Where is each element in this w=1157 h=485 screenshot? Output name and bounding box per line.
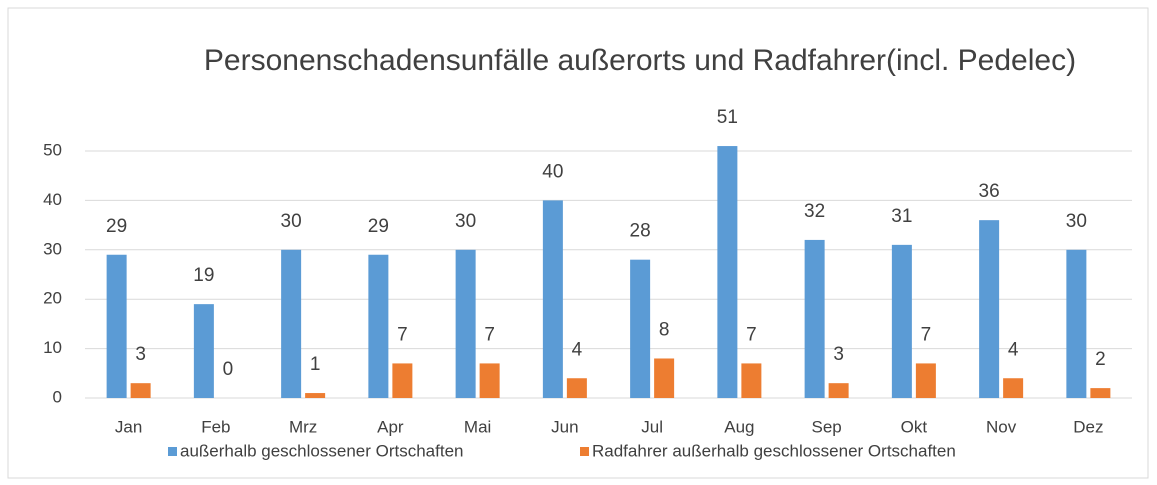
bar [1066,249,1087,398]
data-label: 4 [1008,339,1019,360]
bar [1003,378,1024,398]
data-label: 0 [223,359,234,380]
data-label: 3 [135,344,146,365]
x-tick-label: Okt [901,417,928,436]
bar [542,200,563,398]
bar [979,220,1000,398]
bar [891,244,912,398]
data-label: 40 [542,161,563,182]
x-tick-label: Apr [377,417,404,436]
x-tick-label: Jan [115,417,142,436]
data-label: 1 [310,354,321,375]
bar [717,146,738,398]
data-label: 7 [397,324,408,345]
bar [630,259,651,398]
y-tick-label: 30 [43,239,62,258]
data-label: 36 [979,181,1000,202]
data-label: 28 [630,221,651,242]
legend-swatch [168,447,177,456]
y-tick-label: 10 [43,338,62,357]
data-label: 51 [717,107,738,128]
bar [479,363,500,398]
bar [305,393,326,398]
bar [130,383,151,398]
bar [804,239,825,398]
x-tick-label: Jul [641,417,663,436]
x-tick-label: Feb [201,417,230,436]
legend-label: Radfahrer außerhalb geschlossener Ortsch… [592,441,956,460]
data-label: 4 [572,339,583,360]
bar [455,249,476,398]
y-tick-label: 40 [43,190,62,209]
chart-title: Personenschadensunfälle außerorts und Ra… [203,44,1077,77]
chart-border [7,7,1149,479]
data-label: 29 [106,216,127,237]
x-tick-label: Mrz [289,417,317,436]
x-tick-label: Jun [551,417,578,436]
data-label: 30 [455,211,476,232]
bar [915,363,936,398]
x-tick-label: Sep [812,417,842,436]
bar [281,249,302,398]
data-label: 8 [659,319,670,340]
bar [566,378,587,398]
data-label: 31 [891,206,912,227]
x-tick-label: Nov [986,417,1017,436]
data-label: 30 [1066,211,1087,232]
data-label: 30 [281,211,302,232]
x-tick-label: Aug [724,417,754,436]
bar [193,304,214,398]
x-tick-label: Dez [1073,417,1103,436]
x-tick-label: Mai [464,417,491,436]
bar [106,254,127,398]
y-tick-label: 0 [53,387,62,406]
data-label: 3 [833,344,844,365]
legend-label: außerhalb geschlossener Ortschaften [180,441,464,460]
data-label: 19 [193,265,214,286]
bar [654,358,675,398]
data-label: 29 [368,216,389,237]
data-label: 7 [921,324,932,345]
bar [392,363,413,398]
bar [741,363,762,398]
y-tick-label: 50 [43,140,62,159]
y-tick-label: 20 [43,289,62,308]
bar [368,254,389,398]
data-label: 7 [746,324,757,345]
data-label: 2 [1095,349,1106,370]
bar [828,383,849,398]
legend-swatch [580,447,589,456]
data-label: 32 [804,201,825,222]
data-label: 7 [484,324,495,345]
bar [1090,388,1111,398]
